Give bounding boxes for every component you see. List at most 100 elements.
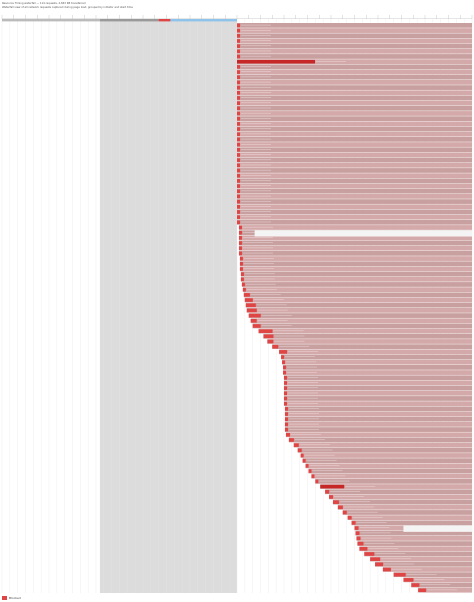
request-duration-bar <box>284 380 472 386</box>
request-blocked-bar <box>370 557 381 561</box>
request-duration-bar <box>237 183 472 189</box>
request-row <box>237 157 472 163</box>
request-blocked-bar <box>315 479 319 484</box>
request-duration-bar <box>393 572 472 578</box>
request-duration-bar <box>347 515 472 521</box>
request-duration-bar <box>237 219 472 225</box>
request-blocked-bar <box>329 495 334 499</box>
request-label <box>241 154 271 155</box>
request-label <box>257 309 288 311</box>
request-row <box>347 515 472 521</box>
request-blocked-bar <box>237 106 240 111</box>
request-label <box>290 434 321 435</box>
request-row <box>237 121 472 127</box>
request-label <box>241 180 271 181</box>
request-duration-bar <box>237 173 472 179</box>
request-row <box>244 297 472 303</box>
request-blocked-bar <box>238 225 242 230</box>
request-row <box>237 219 472 225</box>
request-duration-bar <box>297 447 472 453</box>
request-label <box>427 589 458 591</box>
request-label <box>330 491 361 492</box>
request-duration-bar <box>355 530 472 536</box>
request-label <box>241 164 271 166</box>
request-label <box>241 50 271 52</box>
request-row <box>237 23 472 28</box>
request-duration-bar <box>237 105 472 111</box>
request-label <box>261 325 292 326</box>
request-blocked-bar <box>284 417 288 422</box>
request-label <box>241 81 271 83</box>
request-blocked-bar <box>238 246 242 251</box>
request-label <box>288 428 319 430</box>
request-row <box>284 416 472 422</box>
request-blocked-bar <box>284 396 287 401</box>
request-label <box>241 128 271 129</box>
request-blocked-bar <box>237 122 240 126</box>
request-duration-bar <box>237 100 472 106</box>
request-label <box>352 517 383 518</box>
request-row <box>243 292 472 298</box>
request-label <box>315 475 346 477</box>
request-row <box>359 546 472 552</box>
request-row <box>332 499 472 505</box>
request-row <box>237 183 472 189</box>
request-label <box>241 195 271 197</box>
request-blocked-bar <box>282 360 286 365</box>
request-label <box>241 185 271 186</box>
request-blocked-bar <box>237 116 240 121</box>
request-blocked-bar <box>284 381 287 385</box>
request-blocked-bar <box>272 344 279 349</box>
request-duration-bar <box>418 587 472 593</box>
request-duration-bar <box>245 302 472 308</box>
request-row <box>250 318 472 324</box>
request-blocked-bar <box>283 365 287 370</box>
request-blocked-bar <box>237 23 240 28</box>
request-duration-bar <box>284 416 472 422</box>
request-duration-bar <box>325 489 472 495</box>
request-blocked-bar <box>240 277 244 282</box>
request-row <box>237 28 472 33</box>
request-blocked-bar <box>267 339 274 344</box>
idle-gap <box>403 525 472 532</box>
request-label <box>241 159 271 161</box>
request-label <box>241 86 271 88</box>
request-label <box>241 112 271 114</box>
request-label <box>241 97 271 98</box>
request-duration-bar <box>370 556 472 562</box>
request-blocked-bar <box>237 111 240 116</box>
request-blocked-bar <box>237 44 240 48</box>
request-blocked-bar <box>284 412 288 416</box>
request-duration-bar <box>283 365 472 370</box>
request-duration-bar <box>241 282 472 287</box>
request-label <box>241 216 271 218</box>
request-row <box>282 359 472 365</box>
request-duration-bar <box>237 80 472 85</box>
request-blocked-bar <box>355 531 360 536</box>
request-label <box>241 123 271 124</box>
request-blocked-bar <box>364 552 375 556</box>
request-row <box>258 328 472 334</box>
request-duration-bar <box>284 422 472 427</box>
request-label <box>241 118 271 119</box>
request-blocked-bar <box>237 142 240 147</box>
request-blocked-bar <box>246 308 257 313</box>
request-duration-bar <box>359 546 472 552</box>
request-label <box>244 278 275 280</box>
request-row <box>237 105 472 111</box>
request-blocked-bar <box>237 215 240 219</box>
request-duration-bar <box>237 209 472 215</box>
request-duration-bar <box>237 90 472 96</box>
request-label <box>304 454 335 456</box>
request-blocked-bar <box>263 334 274 339</box>
request-duration-bar <box>237 95 472 101</box>
request-duration-bar <box>337 504 472 510</box>
request-duration-bar <box>320 484 472 489</box>
request-label <box>285 356 316 357</box>
request-blocked-bar <box>239 256 243 261</box>
request-row <box>237 54 472 59</box>
request-row <box>237 137 472 142</box>
request-label <box>241 55 271 57</box>
request-label <box>241 190 271 192</box>
request-duration-bar <box>238 225 472 230</box>
